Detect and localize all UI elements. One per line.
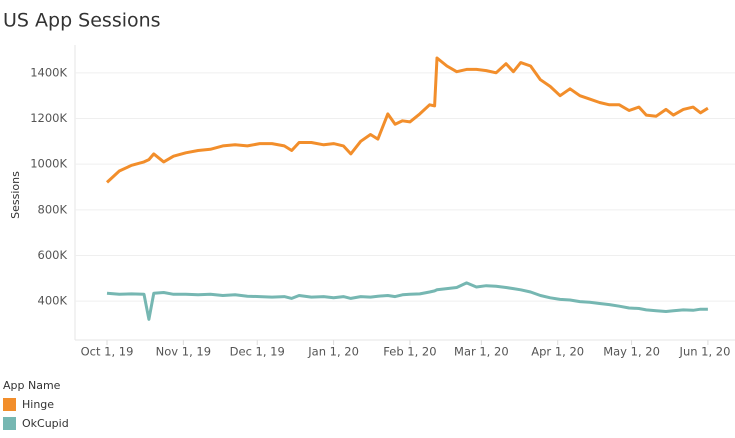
legend-label: OkCupid xyxy=(22,417,69,430)
x-tick-label: Feb 1, 20 xyxy=(383,345,436,359)
x-tick-label: Jan 1, 20 xyxy=(307,345,359,359)
y-tick-label: 1000K xyxy=(30,157,67,171)
legend-swatch xyxy=(3,398,16,411)
x-tick-label: Mar 1, 20 xyxy=(454,345,509,359)
chart-title: US App Sessions xyxy=(3,10,161,32)
x-tick-label: Dec 1, 19 xyxy=(230,345,285,359)
x-tick-label: May 1, 20 xyxy=(603,345,660,359)
y-tick-label: 600K xyxy=(38,248,68,262)
legend-swatch xyxy=(3,417,16,430)
x-tick-label: Jun 1, 20 xyxy=(679,345,731,359)
y-tick-label: 400K xyxy=(38,294,68,308)
series-line xyxy=(105,56,709,184)
legend-title: App Name xyxy=(3,379,61,392)
y-tick-label: 1400K xyxy=(30,65,67,79)
x-tick-label: Nov 1, 19 xyxy=(156,345,211,359)
y-axis-title: Sessions xyxy=(9,171,22,219)
y-tick-label: 1200K xyxy=(30,111,67,125)
x-tick-label: Apr 1, 20 xyxy=(531,345,584,359)
legend-label: Hinge xyxy=(22,398,54,411)
y-tick-label: 800K xyxy=(38,202,68,216)
series-line xyxy=(106,281,708,321)
x-tick-label: Oct 1, 19 xyxy=(81,345,134,359)
